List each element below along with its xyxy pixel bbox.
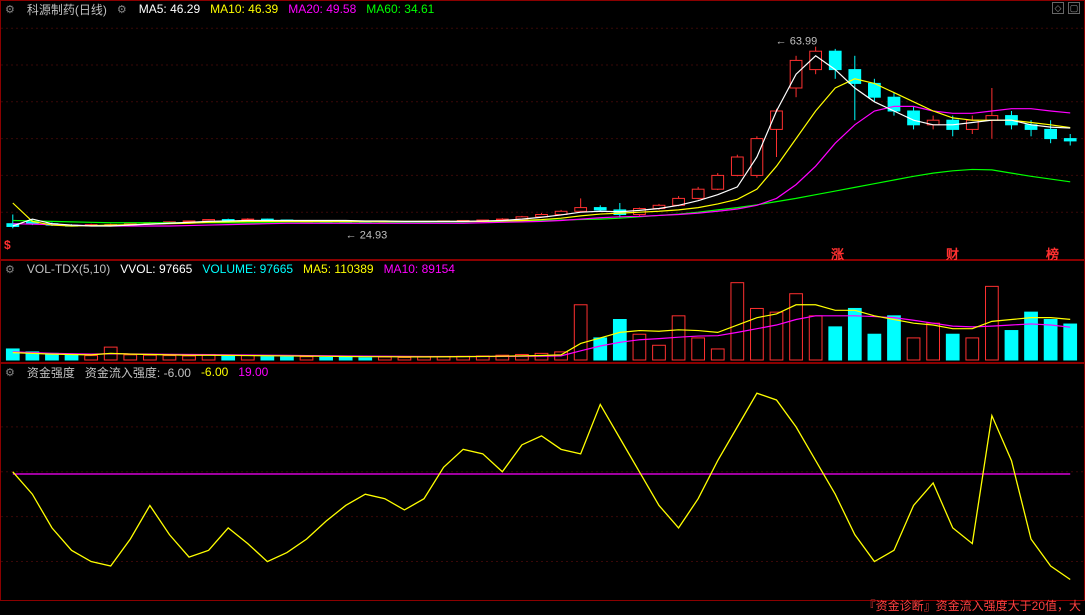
- svg-text:榜: 榜: [1046, 247, 1059, 261]
- ma20-text: MA20: 49.58: [288, 2, 356, 16]
- vol-ma5-text: MA5: 110389: [303, 262, 374, 276]
- strength-sub: 资金流入强度: -6.00: [85, 364, 191, 381]
- ma5-text: MA5: 46.29: [139, 2, 200, 16]
- vol-header: ⚙ VOL-TDX(5,10) VVOL: 97665 VOLUME: 9766…: [1, 261, 1084, 277]
- footer-diagnosis: 『资金诊断』资金流入强度大于20值，大: [864, 597, 1081, 614]
- vol-title: VOL-TDX(5,10): [27, 262, 110, 276]
- vol-ma10-text: MA10: 89154: [384, 262, 455, 276]
- volume-panel[interactable]: ⚙ VOL-TDX(5,10) VVOL: 97665 VOLUME: 9766…: [0, 260, 1085, 363]
- strength-panel[interactable]: ⚙ 资金强度 资金流入强度: -6.00 -6.00 19.00: [0, 363, 1085, 601]
- svg-text:← 63.99: ← 63.99: [776, 36, 818, 48]
- main-header: ⚙ 科源制药(日线) ⚙ MA5: 46.29 MA10: 46.39 MA20…: [1, 1, 1084, 17]
- svg-text:← 24.93: ← 24.93: [346, 229, 388, 241]
- strength-v3: 19.00: [238, 365, 268, 379]
- ma10-text: MA10: 46.39: [210, 2, 278, 16]
- settings-icon[interactable]: ⚙: [5, 3, 15, 16]
- vvol-text: VVOL: 97665: [120, 262, 192, 276]
- svg-text:$: $: [4, 238, 11, 252]
- ma60-text: MA60: 34.61: [366, 2, 434, 16]
- ma-settings-icon[interactable]: ⚙: [117, 3, 127, 16]
- vol-settings-icon[interactable]: ⚙: [5, 263, 15, 276]
- svg-text:涨: 涨: [830, 247, 844, 261]
- svg-text:财: 财: [946, 247, 959, 261]
- strength-chart[interactable]: [1, 364, 1085, 602]
- expand-icon[interactable]: ◇: [1052, 2, 1064, 14]
- price-chart[interactable]: ← 63.99 ← 24.93 涨 财 榜 $: [1, 1, 1085, 261]
- volume-text: VOLUME: 97665: [202, 262, 293, 276]
- strength-v2: -6.00: [201, 365, 228, 379]
- main-price-panel[interactable]: ⚙ 科源制药(日线) ⚙ MA5: 46.29 MA10: 46.39 MA20…: [0, 0, 1085, 260]
- strength-title: 资金强度: [27, 364, 75, 381]
- stock-title: 科源制药(日线): [27, 1, 107, 18]
- strength-settings-icon[interactable]: ⚙: [5, 366, 15, 379]
- restore-icon[interactable]: ▢: [1068, 2, 1080, 14]
- strength-header: ⚙ 资金强度 资金流入强度: -6.00 -6.00 19.00: [1, 364, 1084, 380]
